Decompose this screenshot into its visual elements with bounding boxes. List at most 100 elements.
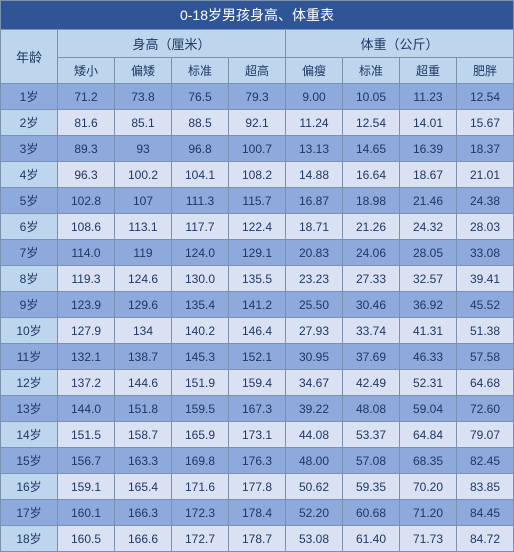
cell-age: 11岁 (1, 344, 58, 370)
cell-height: 158.7 (115, 422, 172, 448)
cell-weight: 24.32 (400, 214, 457, 240)
cell-height: 160.1 (58, 500, 115, 526)
cell-age: 15岁 (1, 448, 58, 474)
cell-weight: 28.05 (400, 240, 457, 266)
table-row: 13岁144.0151.8159.5167.339.2248.0859.0472… (1, 396, 514, 422)
cell-weight: 27.93 (286, 318, 343, 344)
cell-height: 151.8 (115, 396, 172, 422)
cell-weight: 68.35 (400, 448, 457, 474)
cell-height: 96.8 (172, 136, 229, 162)
cell-weight: 60.68 (343, 500, 400, 526)
subheader-w1: 标准 (343, 58, 400, 84)
cell-height: 166.3 (115, 500, 172, 526)
cell-height: 151.5 (58, 422, 115, 448)
cell-weight: 64.84 (400, 422, 457, 448)
header-weight: 体重（公斤） (286, 30, 514, 58)
cell-weight: 34.67 (286, 370, 343, 396)
cell-height: 146.4 (229, 318, 286, 344)
cell-weight: 44.08 (286, 422, 343, 448)
cell-age: 8岁 (1, 266, 58, 292)
cell-weight: 16.87 (286, 188, 343, 214)
cell-weight: 12.54 (457, 84, 514, 110)
cell-age: 14岁 (1, 422, 58, 448)
cell-height: 169.8 (172, 448, 229, 474)
cell-weight: 64.68 (457, 370, 514, 396)
table-row: 18岁160.5166.6172.7178.753.0861.4071.7384… (1, 526, 514, 552)
cell-weight: 39.41 (457, 266, 514, 292)
cell-weight: 37.69 (343, 344, 400, 370)
cell-weight: 21.26 (343, 214, 400, 240)
cell-weight: 23.23 (286, 266, 343, 292)
cell-weight: 59.35 (343, 474, 400, 500)
growth-table-container: 0-18岁男孩身高、体重表 年龄 身高（厘米） 体重（公斤） 矮小 偏矮 标准 … (0, 0, 514, 552)
subheader-h2: 标准 (172, 58, 229, 84)
cell-height: 165.9 (172, 422, 229, 448)
cell-height: 151.9 (172, 370, 229, 396)
cell-height: 177.8 (229, 474, 286, 500)
cell-height: 159.5 (172, 396, 229, 422)
cell-height: 123.9 (58, 292, 115, 318)
subheader-w0: 偏瘦 (286, 58, 343, 84)
cell-height: 93 (115, 136, 172, 162)
cell-age: 16岁 (1, 474, 58, 500)
cell-age: 2岁 (1, 110, 58, 136)
cell-weight: 71.73 (400, 526, 457, 552)
cell-weight: 28.03 (457, 214, 514, 240)
cell-height: 172.7 (172, 526, 229, 552)
cell-height: 167.3 (229, 396, 286, 422)
cell-height: 107 (115, 188, 172, 214)
cell-weight: 61.40 (343, 526, 400, 552)
cell-weight: 20.83 (286, 240, 343, 266)
cell-height: 88.5 (172, 110, 229, 136)
header-height: 身高（厘米） (58, 30, 286, 58)
cell-weight: 79.07 (457, 422, 514, 448)
cell-age: 6岁 (1, 214, 58, 240)
cell-height: 130.0 (172, 266, 229, 292)
subheader-w2: 超重 (400, 58, 457, 84)
cell-age: 10岁 (1, 318, 58, 344)
table-row: 10岁127.9134140.2146.427.9333.7441.3151.3… (1, 318, 514, 344)
cell-height: 144.0 (58, 396, 115, 422)
cell-weight: 16.39 (400, 136, 457, 162)
cell-age: 3岁 (1, 136, 58, 162)
cell-height: 89.3 (58, 136, 115, 162)
table-row: 12岁137.2144.6151.9159.434.6742.4952.3164… (1, 370, 514, 396)
cell-weight: 39.22 (286, 396, 343, 422)
cell-weight: 53.08 (286, 526, 343, 552)
cell-height: 159.4 (229, 370, 286, 396)
table-row: 8岁119.3124.6130.0135.523.2327.3332.5739.… (1, 266, 514, 292)
header-age: 年龄 (1, 30, 58, 84)
cell-age: 7岁 (1, 240, 58, 266)
cell-weight: 27.33 (343, 266, 400, 292)
table-row: 1岁71.273.876.579.39.0010.0511.2312.54 (1, 84, 514, 110)
cell-age: 4岁 (1, 162, 58, 188)
cell-weight: 71.20 (400, 500, 457, 526)
cell-weight: 83.85 (457, 474, 514, 500)
cell-weight: 24.06 (343, 240, 400, 266)
table-row: 15岁156.7163.3169.8176.348.0057.0868.3582… (1, 448, 514, 474)
cell-height: 141.2 (229, 292, 286, 318)
cell-height: 108.6 (58, 214, 115, 240)
table-row: 16岁159.1165.4171.6177.850.6259.3570.2083… (1, 474, 514, 500)
cell-weight: 21.46 (400, 188, 457, 214)
cell-height: 81.6 (58, 110, 115, 136)
subheader-h0: 矮小 (58, 58, 115, 84)
cell-height: 178.4 (229, 500, 286, 526)
cell-weight: 48.08 (343, 396, 400, 422)
table-row: 5岁102.8107111.3115.716.8718.9821.4624.38 (1, 188, 514, 214)
cell-height: 111.3 (172, 188, 229, 214)
cell-weight: 13.13 (286, 136, 343, 162)
cell-weight: 12.54 (343, 110, 400, 136)
cell-height: 122.4 (229, 214, 286, 240)
subheader-h1: 偏矮 (115, 58, 172, 84)
cell-height: 152.1 (229, 344, 286, 370)
cell-height: 119 (115, 240, 172, 266)
cell-height: 178.7 (229, 526, 286, 552)
cell-height: 113.1 (115, 214, 172, 240)
cell-weight: 14.01 (400, 110, 457, 136)
cell-weight: 84.72 (457, 526, 514, 552)
table-row: 9岁123.9129.6135.4141.225.5030.4636.9245.… (1, 292, 514, 318)
cell-weight: 18.67 (400, 162, 457, 188)
cell-weight: 18.71 (286, 214, 343, 240)
cell-weight: 45.52 (457, 292, 514, 318)
